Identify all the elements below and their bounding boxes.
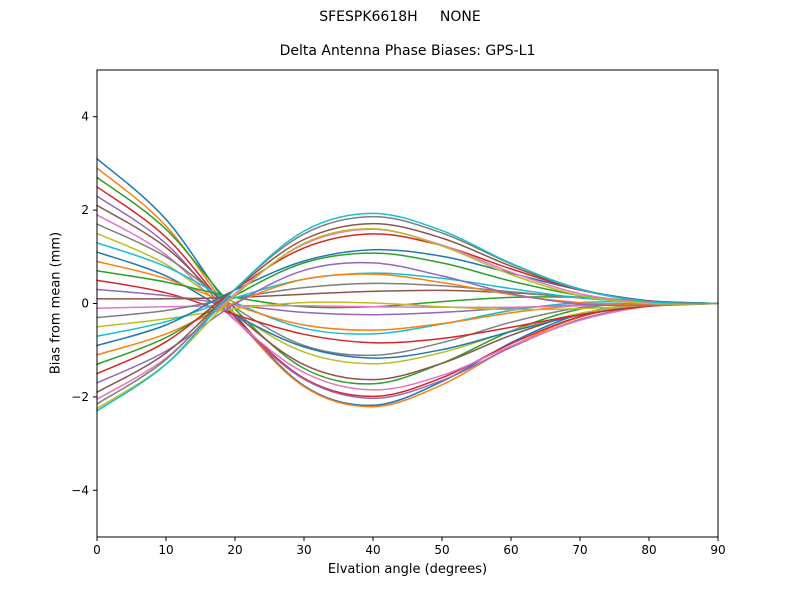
x-tick-label: 0: [93, 543, 101, 557]
series-line: [96, 204, 719, 381]
x-tick-label: 90: [710, 543, 725, 557]
figure-suptitle: SFESPK6618H NONE: [319, 9, 481, 25]
series-line: [96, 157, 719, 407]
series-line: [96, 301, 719, 328]
y-tick-label: 4: [81, 110, 89, 124]
x-tick-label: 70: [572, 543, 587, 557]
y-tick-label: 2: [81, 203, 89, 217]
y-axis-label: Bias from mean (mm): [48, 231, 64, 375]
x-tick-label: 80: [641, 543, 656, 557]
x-tick-label: 10: [158, 543, 173, 557]
x-axis-label: Elvation angle (degrees): [327, 562, 488, 577]
x-tick-label: 30: [296, 543, 311, 557]
series-line: [96, 279, 719, 344]
series-line: [96, 242, 719, 335]
series-line: [96, 273, 719, 356]
series-line: [96, 228, 719, 410]
y-tick-label: −2: [71, 390, 89, 404]
series-line: [96, 232, 719, 365]
series-line: [96, 214, 719, 391]
x-tick-label: 50: [434, 543, 449, 557]
x-tick-label: 60: [503, 543, 518, 557]
y-tick-label: 0: [81, 297, 89, 311]
series-line: [96, 212, 719, 412]
axes-title: Delta Antenna Phase Biases: GPS-L1: [279, 43, 536, 59]
x-tick-label: 40: [365, 543, 380, 557]
y-tick-label: −4: [71, 483, 89, 497]
x-tick-label: 20: [227, 543, 242, 557]
series-line: [96, 260, 719, 331]
